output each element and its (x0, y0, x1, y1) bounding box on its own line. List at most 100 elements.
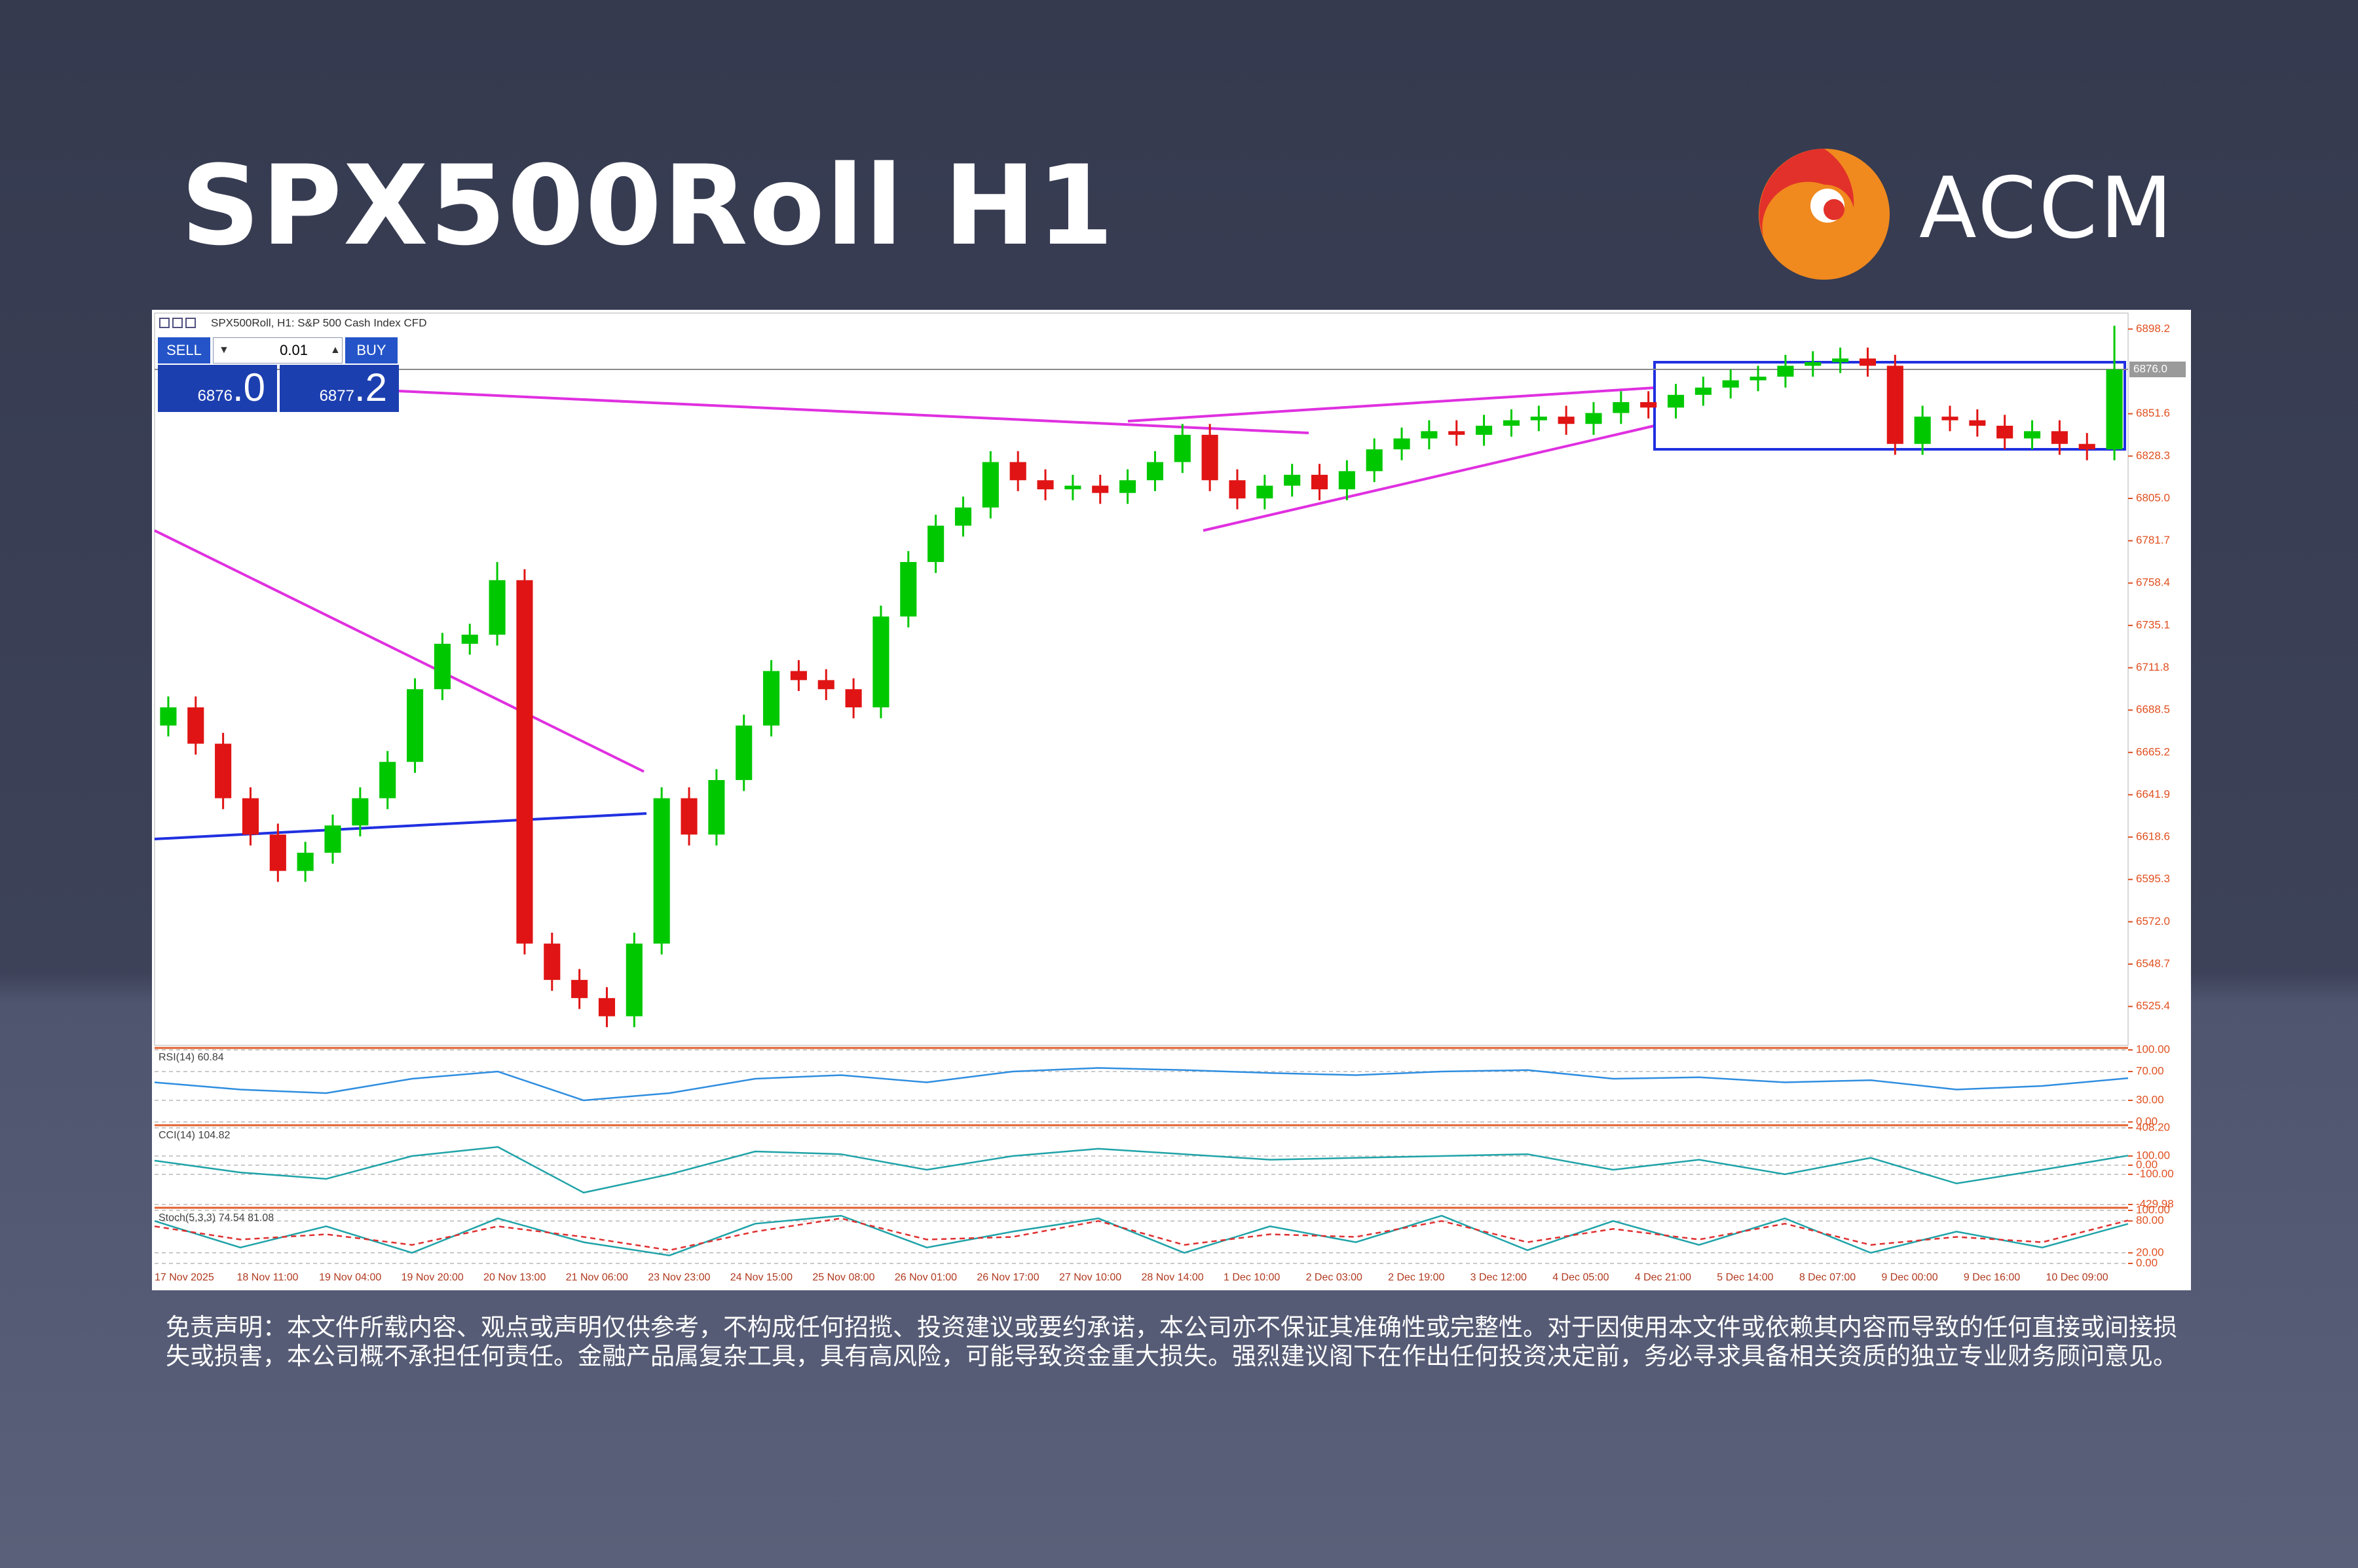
x-tick-label: 26 Nov 01:00 (895, 1272, 957, 1283)
candle-body (1996, 426, 2013, 439)
candle-body (1009, 462, 1026, 481)
candle-body (1530, 417, 1547, 420)
y-tick-label: 30.00 (2136, 1093, 2164, 1106)
candle-body (379, 762, 396, 798)
candle-body (1667, 394, 1685, 408)
y-tick-label: 100.00 (2136, 1149, 2170, 1162)
candle-body (817, 680, 834, 690)
candle-body (242, 798, 259, 835)
ask-price[interactable]: 6877.2 (280, 365, 399, 412)
candle-body (1037, 480, 1054, 490)
candle-body (1092, 485, 1109, 493)
ask-main: 6877 (319, 387, 354, 405)
candle-body (763, 671, 780, 726)
x-tick-label: 21 Nov 06:00 (566, 1272, 628, 1283)
candle-body (489, 580, 506, 635)
chart-icon (159, 318, 196, 328)
x-tick-label: 1 Dec 10:00 (1224, 1272, 1280, 1283)
x-tick-label: 3 Dec 12:00 (1470, 1272, 1527, 1283)
current-price-label: 6876.0 (2133, 362, 2167, 375)
y-tick-label: 6572.0 (2136, 915, 2170, 927)
x-tick-label: 18 Nov 11:00 (237, 1272, 299, 1283)
indicator-line (154, 1217, 2129, 1252)
candle-body (1421, 431, 1438, 439)
candle-body (1722, 380, 1739, 388)
x-tick-label: 2 Dec 03:00 (1306, 1272, 1362, 1283)
x-tick-label: 5 Dec 14:00 (1717, 1272, 1773, 1283)
candle-body (352, 798, 369, 826)
candle-body (406, 689, 424, 762)
candle-body (1613, 401, 1630, 413)
candle-body (1284, 474, 1301, 486)
y-tick-label: 100.00 (2136, 1203, 2170, 1216)
candle-body (790, 671, 807, 681)
candle-body (1750, 377, 1767, 381)
candle-body (1201, 434, 1218, 481)
y-tick-label: 6735.1 (2136, 618, 2170, 631)
ask-fraction: .2 (354, 365, 387, 409)
x-tick-label: 26 Nov 17:00 (977, 1272, 1039, 1283)
indicator-line (154, 1214, 2129, 1257)
x-tick-label: 9 Dec 00:00 (1881, 1272, 1937, 1283)
candle-body (1777, 365, 1794, 377)
y-tick-label: 6758.4 (2136, 576, 2170, 589)
y-tick-label: -100.00 (2136, 1167, 2174, 1180)
y-tick-label: 100.00 (2136, 1043, 2170, 1055)
candle-body (1311, 474, 1328, 490)
x-tick-label: 20 Nov 13:00 (483, 1272, 546, 1283)
lot-down[interactable]: ▼ (219, 345, 229, 356)
candle-body (626, 943, 643, 1017)
candle-body (324, 825, 341, 853)
candle-body (653, 798, 670, 944)
buy-button[interactable]: BUY (345, 337, 398, 364)
x-tick-label: 23 Nov 23:00 (648, 1272, 710, 1283)
indicator-line (154, 1146, 2129, 1194)
candle-body (900, 562, 917, 617)
x-tick-label: 9 Dec 16:00 (1964, 1272, 2020, 1283)
candle-body (1585, 413, 1602, 424)
candle-body (1119, 480, 1136, 493)
candle-body (297, 852, 314, 871)
lot-input[interactable]: ▼ 0.01 ▲ (213, 337, 343, 364)
y-tick-label: 70.00 (2136, 1064, 2164, 1077)
panel-title: Stoch(5,3,3) 74.54 81.08 (159, 1212, 274, 1223)
candle-body (736, 725, 753, 780)
chart-symbol-title: SPX500Roll, H1: S&P 500 Cash Index CFD (211, 316, 426, 329)
x-tick-label: 27 Nov 10:00 (1059, 1272, 1121, 1283)
x-tick-label: 10 Dec 09:00 (2046, 1272, 2108, 1283)
x-tick-label: 8 Dec 07:00 (1799, 1272, 1856, 1283)
candle-body (269, 834, 286, 871)
logo-text: ACCM (1919, 160, 2175, 257)
candle-body (1503, 420, 1520, 426)
page-title: SPX500Roll H1 (181, 141, 1115, 270)
candle-body (1229, 480, 1246, 498)
y-tick-label: 6828.3 (2136, 449, 2170, 462)
sell-button[interactable]: SELL (158, 337, 210, 364)
candle-body (516, 580, 533, 944)
candle-body (982, 462, 999, 508)
candle-body (1640, 401, 1657, 408)
bid-price[interactable]: 6876.0 (158, 365, 277, 412)
candle-body (1914, 417, 1931, 444)
disclaimer: 免责声明：本文件所载内容、观点或声明仅供参考，不构成任何招揽、投资建议或要约承诺… (166, 1313, 2177, 1370)
lot-value: 0.01 (280, 342, 308, 358)
y-tick-label: 6898.2 (2136, 322, 2170, 335)
candle-body (2023, 431, 2041, 439)
candle-body (1859, 358, 1877, 366)
candle-body (681, 798, 698, 835)
panel-separators (155, 1047, 2128, 1209)
candle-body (845, 689, 862, 707)
y-tick-label: -429.98 (2136, 1197, 2174, 1210)
y-tick-label: 6595.3 (2136, 872, 2170, 885)
candle-body (872, 616, 889, 707)
candle-body (571, 980, 588, 998)
candle-body (160, 707, 177, 726)
y-tick-label: 6851.6 (2136, 407, 2170, 419)
candle-body (1886, 365, 1903, 444)
candle-body (1941, 417, 1958, 420)
logo-mark (1759, 149, 1890, 280)
candle-body (1174, 434, 1191, 462)
y-tick-label: 6805.0 (2136, 491, 2170, 504)
y-tick-label: 20.00 (2136, 1246, 2164, 1258)
